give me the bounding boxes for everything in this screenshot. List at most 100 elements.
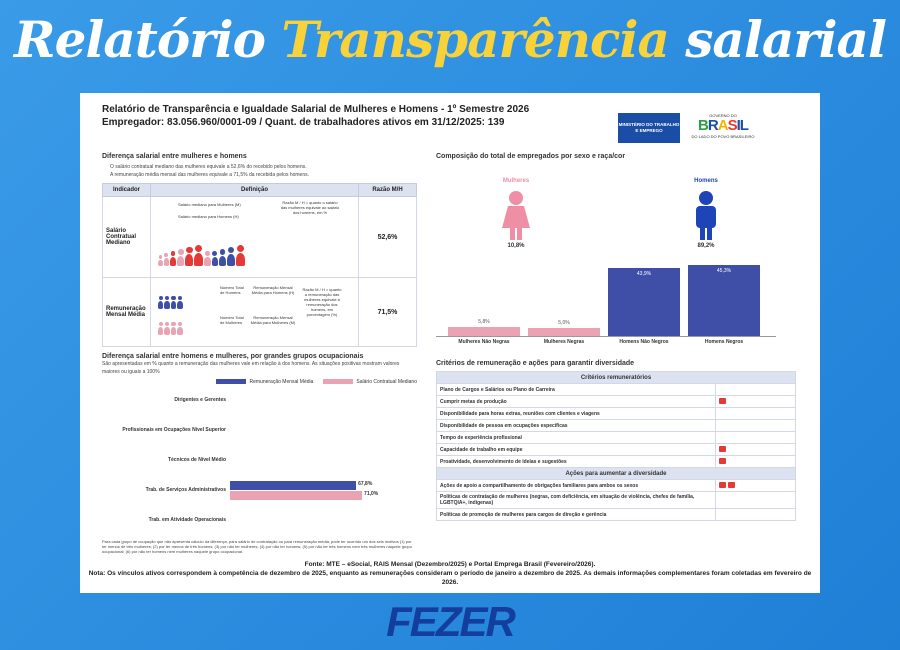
- ratio-description: Razão M / H = quanto a remuneração das m…: [302, 287, 342, 317]
- occupation-label: Profissionais em Ocupações Nível Superio…: [122, 427, 226, 433]
- criteria-marks: [715, 407, 796, 420]
- occupation-chart: Diferença salarial entre homens e mulher…: [102, 353, 417, 554]
- occupation-bars: Dirigentes e Gerentes Profissionais em Oc…: [102, 385, 417, 535]
- category-label: Homens Não Negros: [619, 339, 669, 345]
- table-header: Indicador: [102, 183, 151, 197]
- occupation-row: Trab. de Serviços Administrativos 67,8% 71…: [102, 475, 417, 505]
- person-icon: [158, 322, 164, 335]
- criteria-label: Políticas de contratação de mulheres (ne…: [436, 491, 716, 509]
- indicator-value: 71,5%: [358, 277, 417, 347]
- checkmark-icon: [719, 458, 726, 465]
- criteria-table: Critérios remuneratórios Plano de Cargos …: [436, 371, 796, 521]
- person-icon: [185, 247, 194, 266]
- criteria-label: Plano de Cargos e Salários ou Plano de C…: [436, 383, 716, 396]
- criteria-header-row: Critérios remuneratórios: [436, 371, 796, 384]
- criteria-row: Capacidade de trabalho em equipe: [436, 443, 796, 456]
- criteria-marks: [715, 431, 796, 444]
- occupation-label: Dirigentes e Gerentes: [174, 397, 226, 403]
- category-label: Mulheres Não Negras: [458, 339, 510, 345]
- occupation-bar: [230, 491, 363, 500]
- occupation-label: Trab. em Atividade Operacionais: [148, 517, 226, 523]
- logos: MINISTÉRIO DO TRABALHO E EMPREGO GOVERNO…: [618, 113, 758, 143]
- men-figures: [158, 296, 183, 309]
- occupation-label: Técnicos de Nível Médio: [167, 457, 226, 463]
- table-header: Definição: [150, 183, 359, 197]
- man-icon: [692, 190, 720, 240]
- gov-brasil-logo: GOVERNO DO BRASIL DO LADO DO POVO BRASIL…: [688, 113, 758, 143]
- person-icon: [170, 322, 177, 335]
- person-icon: [194, 245, 204, 266]
- criteria-row: Políticas de contratação de mulheres (ne…: [436, 491, 796, 509]
- total-group-label: Mulheres: [502, 178, 530, 184]
- bar-value-label: 45,3%: [716, 268, 732, 275]
- bar-value-label: 5,0%: [558, 320, 570, 327]
- person-icon: [177, 322, 183, 335]
- criteria-label: Disponibilidade de pessoa em ocupações e…: [436, 419, 716, 432]
- category-label: Homens Negros: [704, 339, 744, 345]
- headline: Relatório Transparência salarial: [0, 10, 900, 69]
- occupation-bar: [230, 481, 357, 490]
- criteria-row: Proatividade, desenvolvimento de ideias …: [436, 455, 796, 468]
- headline-part3: salarial: [685, 10, 887, 69]
- criteria-row: Disponibilidade para horas extras, reuni…: [436, 407, 796, 420]
- criteria-row: Tempo de experiência profissional: [436, 431, 796, 444]
- checkmark-icon: [719, 482, 726, 489]
- indicator-table: Indicador Definição Razão M/H Salário Co…: [102, 183, 417, 347]
- criteria-row: Cumprir metas de produção: [436, 395, 796, 408]
- person-icon: [164, 296, 170, 309]
- table-header: Razão M/H: [358, 183, 417, 197]
- occupation-row: Trab. em Atividade Operacionais: [102, 505, 417, 535]
- logo-gov-sub: DO LADO DO POVO BRASILEIRO: [691, 134, 755, 139]
- criteria-marks: [715, 419, 796, 432]
- gap-bullet: A remuneração média mensal das mulheres …: [110, 172, 310, 178]
- occupation-row: Dirigentes e Gerentes: [102, 385, 417, 415]
- criteria-header-row: Ações para aumentar a diversidade: [436, 467, 796, 480]
- label-rem-women: Remuneração Mensal Média para Mulheres (…: [250, 315, 296, 325]
- criteria-marks: [715, 395, 796, 408]
- composition-bar: [688, 265, 760, 336]
- table-row: Remuneração Mensal Média Número Total de…: [102, 277, 417, 347]
- composition-bar: [608, 267, 680, 336]
- label-women-median: Salário mediano para Mulheres (M): [178, 202, 241, 207]
- occupation-subtitle: São apresentadas em % quanto a remuneraç…: [102, 361, 400, 375]
- ratio-description: Razão M / H = quanto o salário das mulhe…: [280, 200, 340, 215]
- gap-title: Diferença salarial entre mulheres e home…: [102, 153, 247, 160]
- bar-value-label: 67,8%: [358, 481, 373, 487]
- indicator-value: 52,6%: [358, 196, 417, 278]
- person-icon: [177, 249, 185, 266]
- label-total-men: Número Total de Homens: [220, 285, 244, 295]
- criteria-row: Políticas de promoção de mulheres para c…: [436, 508, 796, 521]
- bar-value-label: 5,8%: [478, 318, 490, 325]
- criteria-title: Critérios de remuneração e ações para ga…: [436, 360, 635, 367]
- report-footer: Fonte: MTE – eSocial, RAIS Mensal (Dezem…: [80, 560, 820, 587]
- criteria-row: Disponibilidade de pessoa em ocupações e…: [436, 419, 796, 432]
- person-icon: [177, 296, 183, 309]
- category-label: Mulheres Negras: [543, 339, 585, 345]
- criteria-label: Capacidade de trabalho em equipe: [436, 443, 716, 456]
- headline-part1: Relatório: [14, 10, 266, 69]
- occupation-title: Diferença salarial entre homens e mulher…: [102, 353, 364, 360]
- criteria-header: Critérios remuneratórios: [436, 371, 796, 384]
- label-rem-men: Remuneração Mensal Média para Homens (H): [251, 285, 295, 295]
- criteria-marks: [715, 508, 796, 521]
- criteria-marks: [715, 383, 796, 396]
- person-icon: [158, 296, 164, 309]
- people-figures: [158, 245, 246, 266]
- checkmark-icon: [719, 398, 726, 405]
- criteria-label: Disponibilidade para horas extras, reuni…: [436, 407, 716, 420]
- occupation-row: Técnicos de Nível Médio: [102, 445, 417, 475]
- criteria-label: Políticas de promoção de mulheres para c…: [436, 508, 716, 521]
- person-icon: [158, 255, 163, 266]
- criteria-row: Ações de apoio a compartilhamento de obr…: [436, 479, 796, 492]
- occupation-label: Trab. de Serviços Administrativos: [145, 487, 226, 493]
- person-icon: [169, 251, 177, 266]
- report-title: Relatório de Transparência e Igualdade S…: [102, 104, 530, 115]
- gap-bullet: O salário contratual mediano das mulhere…: [110, 164, 307, 170]
- total-group-value: 10,8%: [507, 243, 525, 249]
- bar-value-label: 43,9%: [636, 270, 652, 277]
- indicator-name: Remuneração Mensal Média: [102, 277, 151, 347]
- bar-value-label: 71,0%: [364, 491, 379, 497]
- criteria-marks: [715, 479, 796, 492]
- fezer-logo: FEZER: [386, 598, 516, 645]
- criteria-label: Proatividade, desenvolvimento de ideias …: [436, 455, 716, 468]
